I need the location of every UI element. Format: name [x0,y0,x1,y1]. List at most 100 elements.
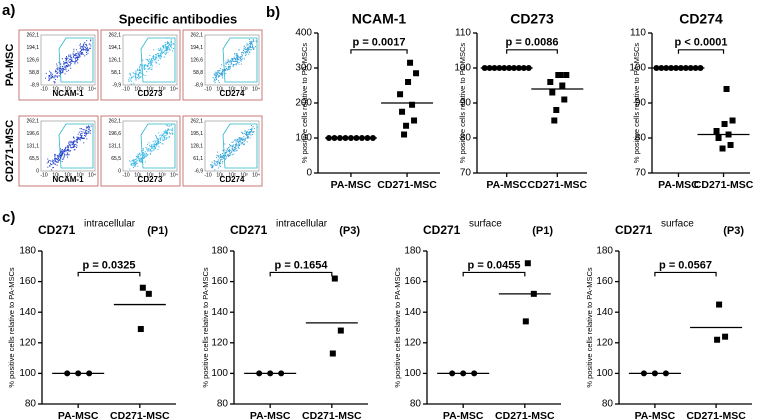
event-dot [74,143,76,145]
y-tick-label: 70 [460,168,472,179]
event-dot [233,144,235,146]
gate [222,123,258,169]
event-dot [158,63,160,65]
y-tick-label: 160 [596,276,613,287]
event-dot [170,124,172,126]
event-dot [235,140,237,142]
event-dot [167,129,169,131]
event-dot [149,67,151,69]
event-dot [148,63,150,65]
event-dot [144,151,146,153]
event-dot [237,58,239,60]
event-dot [215,76,217,78]
event-dot [215,78,217,80]
event-dot [238,148,240,150]
event-dot [50,73,52,75]
data-point [403,122,410,129]
event-dot [81,51,83,53]
event-dot [247,48,249,50]
event-dot [234,139,236,141]
event-dot [153,143,155,145]
event-dot [66,154,68,156]
event-dot [236,55,238,57]
event-dot [235,141,237,143]
y-tick-label: 126,6 [190,57,203,63]
event-dot [210,165,212,167]
event-dot [164,131,166,133]
event-dot [173,43,175,45]
event-dot [219,162,221,164]
event-dot [252,48,254,50]
event-dot [150,153,152,155]
y-tick-label: 58,8 [193,70,203,76]
event-dot [236,56,238,58]
event-dot [144,68,146,70]
event-dot [62,149,64,151]
event-dot [153,56,155,58]
event-dot [249,43,251,45]
event-dot [66,64,68,66]
event-dot [159,137,161,139]
event-dot [67,69,69,71]
event-dot [244,130,246,132]
event-dot [142,157,144,159]
event-dot [66,66,68,68]
event-dot [140,72,142,74]
event-dot [131,163,133,165]
event-dot [244,139,246,141]
event-dot [80,45,82,47]
event-dot [167,42,169,44]
event-dot [150,152,152,154]
y-tick-label: 120 [211,337,228,348]
event-dot [65,69,67,71]
event-dot [249,42,251,44]
event-dot [59,154,61,156]
event-dot [63,156,65,158]
event-dot [166,49,168,51]
event-dot [130,80,132,82]
event-dot [129,72,131,74]
event-dot [154,141,156,143]
event-dot [150,58,152,60]
event-dot [140,161,142,163]
x-tick-label: -10 [40,86,47,92]
event-dot [68,146,70,148]
event-dot [147,63,149,65]
event-dot [217,161,219,163]
gate [222,37,258,83]
event-dot [250,131,252,133]
event-dot [135,72,137,74]
event-dot [78,137,80,139]
event-dot [142,68,144,70]
event-dot [248,38,250,40]
event-dot [156,143,158,145]
event-dot [69,144,71,146]
event-dot [245,133,247,135]
event-dot [221,162,223,164]
event-dot [133,83,135,85]
event-dot [140,64,142,66]
y-tick-label: -8,9 [194,82,203,88]
data-point [723,86,730,92]
event-dot [59,148,61,150]
event-dot [219,163,221,165]
event-dot [144,64,146,66]
event-dot [134,164,136,166]
event-dot [253,40,255,42]
event-dot [137,155,139,157]
x-tick-label: 10² [228,86,236,92]
event-dot [227,66,229,68]
event-dot [234,148,236,150]
event-dot [154,147,156,149]
event-dot [228,65,230,67]
event-dot [160,47,162,49]
event-dot [224,68,226,70]
event-dot [246,43,248,45]
event-dot [138,75,140,77]
event-dot [221,72,223,74]
event-dot [243,132,245,134]
event-dot [236,60,238,62]
event-dot [89,130,91,132]
event-dot [170,46,172,48]
y-tick-label: 160 [211,276,228,287]
